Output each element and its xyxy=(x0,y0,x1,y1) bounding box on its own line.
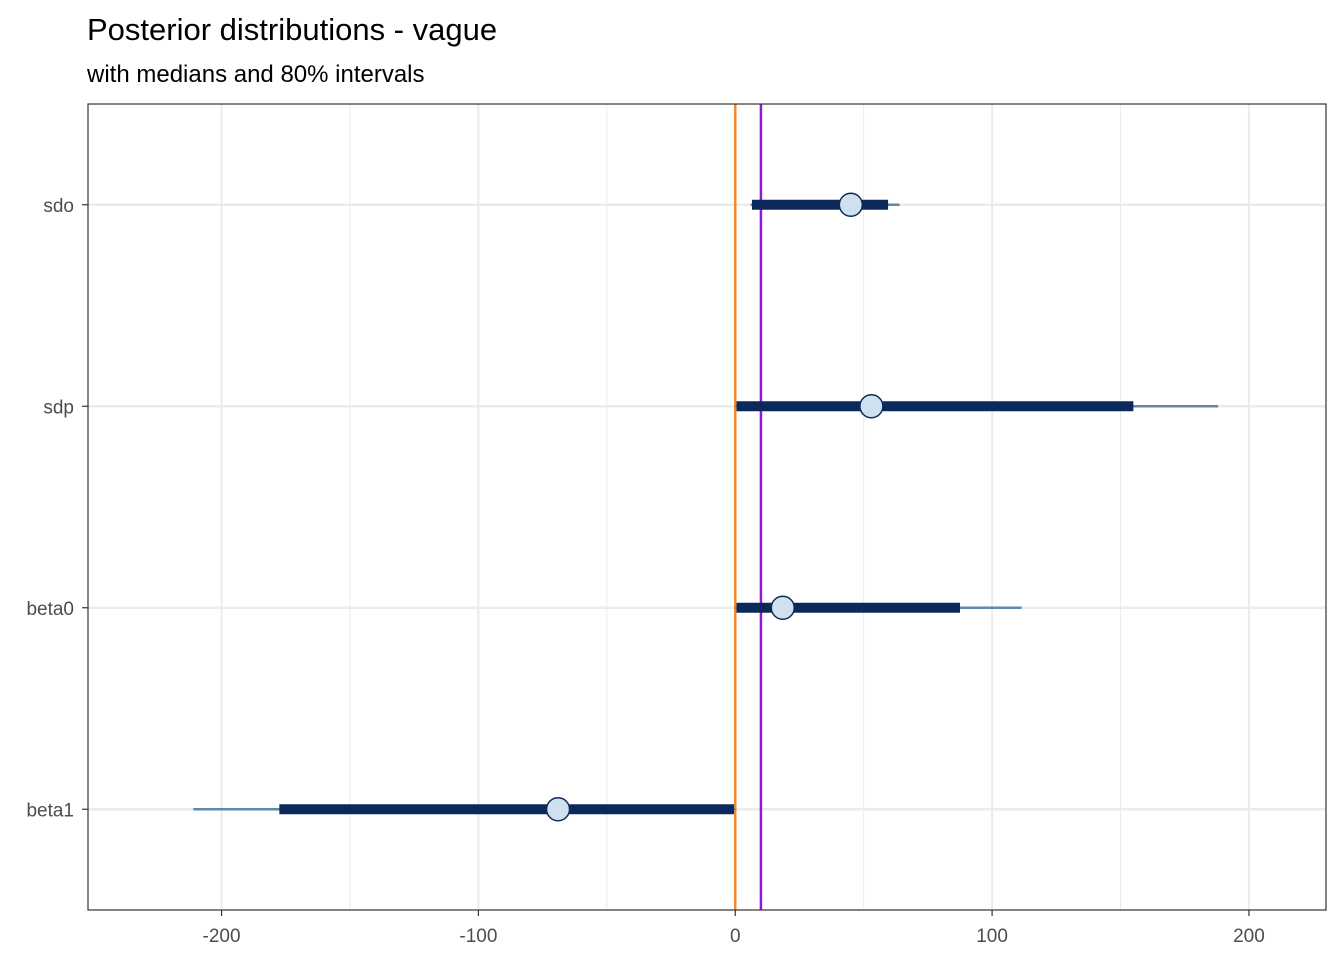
x-tick-label-2: 0 xyxy=(730,926,741,947)
x-tick-label-0: -200 xyxy=(203,926,241,947)
chart-title: Posterior distributions - vague xyxy=(87,12,497,47)
y-tick-label-beta0: beta0 xyxy=(26,599,74,620)
plot-area: sdo sdp beta0 beta1 -200 -100 0 100 200 xyxy=(26,103,1327,947)
median-point-beta1 xyxy=(545,797,571,822)
chart-subtitle: with medians and 80% intervals xyxy=(86,61,425,88)
median-point-beta0 xyxy=(770,595,796,620)
panel-border xyxy=(87,103,1327,911)
y-tick-label-sdp: sdp xyxy=(43,397,74,418)
y-tick-label-beta1: beta1 xyxy=(26,800,74,821)
x-tick-label-1: -100 xyxy=(459,926,497,947)
panel-background xyxy=(88,104,1326,910)
median-point-sdo xyxy=(838,192,864,217)
y-tick-label-sdo: sdo xyxy=(43,196,74,217)
x-tick-label-4: 200 xyxy=(1233,926,1265,947)
median-point-sdp xyxy=(859,394,884,419)
x-tick-label-3: 100 xyxy=(976,926,1008,947)
